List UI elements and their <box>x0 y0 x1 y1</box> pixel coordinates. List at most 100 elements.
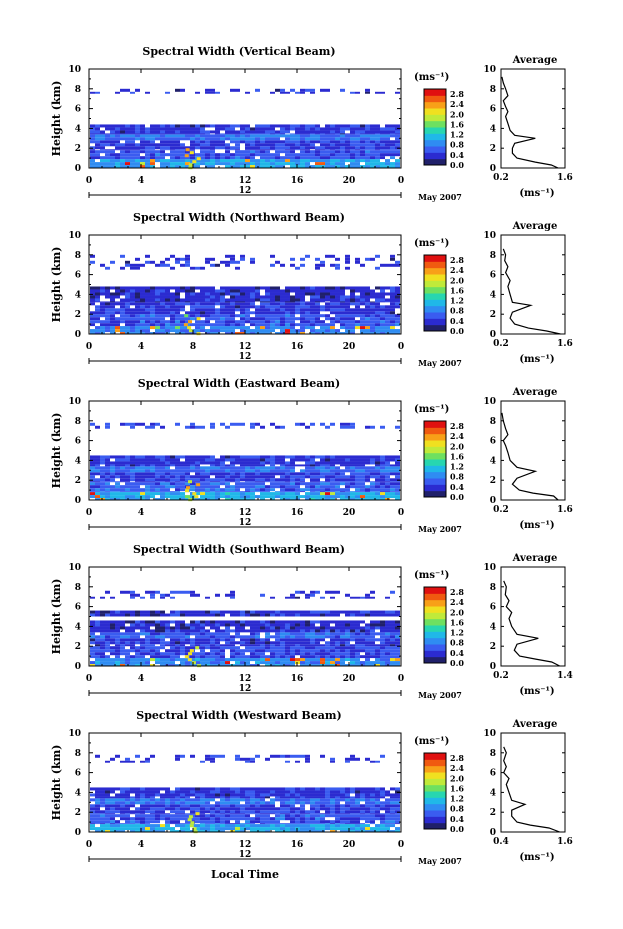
heatmap-cell <box>210 156 215 160</box>
heatmap-cell <box>120 623 125 627</box>
heatmap-cell <box>210 137 215 141</box>
heatmap-cell <box>230 329 235 333</box>
heatmap-cell <box>210 469 215 473</box>
heatmap-cell <box>360 455 365 459</box>
heatmap-cell <box>350 629 355 633</box>
heatmap-cell <box>190 641 195 645</box>
heatmap-cell <box>200 130 205 134</box>
heatmap-cell <box>330 153 335 157</box>
heatmap-cell <box>260 824 265 828</box>
heatmap-cell <box>185 632 190 636</box>
heatmap-cell <box>130 286 135 290</box>
heatmap-cell <box>300 655 305 659</box>
heatmap-cell <box>150 458 155 462</box>
colorbar-swatch <box>424 324 446 332</box>
heatmap-cell <box>365 146 370 150</box>
heatmap-cell <box>360 153 365 157</box>
heatmap-cell <box>345 458 350 462</box>
heatmap-cell <box>360 649 365 653</box>
x-tick-label: 12 <box>239 674 252 684</box>
heatmap-cell <box>250 289 255 293</box>
heatmap-cell <box>90 485 95 489</box>
heatmap-cell <box>145 481 150 483</box>
heatmap-cell <box>235 475 240 479</box>
colorbar-swatch <box>424 274 446 281</box>
heatmap-cell <box>370 610 375 614</box>
heatmap-cell <box>335 641 340 645</box>
heatmap-cell <box>300 165 305 168</box>
heatmap-cell <box>340 623 345 627</box>
heatmap-cell <box>285 469 290 473</box>
heatmap-cell <box>185 425 190 429</box>
heatmap-cell <box>310 488 315 492</box>
heatmap-cell <box>305 641 310 645</box>
heatmap-cell <box>180 298 185 302</box>
profile-x-axis-label: (ms⁻¹) <box>519 686 554 697</box>
heatmap-cell <box>250 260 255 264</box>
heatmap-cell <box>190 455 195 459</box>
colorbar-swatch <box>424 280 446 288</box>
colorbar-tick-label: 2.8 <box>450 255 464 265</box>
heatmap-cell <box>325 88 330 92</box>
heatmap-cell <box>260 830 265 832</box>
heatmap-cell <box>145 814 150 818</box>
heatmap-cell <box>295 149 300 151</box>
heatmap-cell <box>170 478 175 482</box>
heatmap-cell <box>185 320 190 324</box>
heatmap-cell <box>345 326 350 330</box>
heatmap-cell <box>130 830 135 832</box>
heatmap-cell <box>365 289 370 293</box>
heatmap-cell <box>305 638 310 642</box>
heatmap-cell <box>260 298 265 302</box>
heatmap-cell <box>275 305 280 309</box>
y-tick-label: 6 <box>75 105 81 115</box>
heatmap-cell <box>205 658 210 662</box>
heatmap-cell <box>155 317 160 321</box>
heatmap-cell <box>320 596 325 599</box>
heatmap-cell <box>190 658 195 662</box>
heatmap-cell <box>315 127 320 131</box>
heatmap-cell <box>155 130 160 134</box>
heatmap-cell <box>350 455 355 459</box>
heatmap-cell <box>210 263 215 267</box>
heatmap-cell <box>370 137 375 141</box>
heatmap-cell <box>175 610 180 614</box>
heatmap-cell <box>330 323 335 327</box>
heatmap-cell <box>390 466 395 470</box>
heatmap-cell <box>275 295 280 299</box>
heatmap-cell <box>180 308 185 312</box>
heatmap-cell <box>190 140 195 144</box>
heatmap-cell <box>135 323 140 327</box>
heatmap-cell <box>175 478 180 482</box>
heatmap-cell <box>340 311 345 315</box>
heatmap-cell <box>285 652 290 656</box>
heatmap-cell <box>365 458 370 462</box>
heatmap-cell <box>325 143 330 147</box>
heatmap-cell <box>370 329 375 333</box>
heatmap-cell <box>110 498 115 500</box>
heatmap-cell <box>125 629 130 633</box>
heatmap-cell <box>350 286 355 290</box>
heatmap-cell <box>355 658 360 662</box>
heatmap-cell <box>270 613 275 617</box>
heatmap-cell <box>130 661 135 665</box>
heatmap-cell <box>355 286 360 290</box>
heatmap-cell <box>260 143 265 147</box>
heatmap-cell <box>160 302 165 306</box>
heatmap-cell <box>130 311 135 315</box>
heatmap-cell <box>355 301 360 303</box>
heatmap-cell <box>125 817 130 821</box>
heatmap-cell <box>290 320 295 324</box>
heatmap-cell <box>240 482 245 486</box>
heatmap-cell <box>215 593 220 597</box>
heatmap-cell <box>225 658 230 662</box>
heatmap-cell <box>385 311 390 315</box>
heatmap-cell <box>265 323 270 327</box>
heatmap-cell <box>300 332 305 334</box>
heatmap-cell <box>180 488 185 492</box>
heatmap-cell <box>235 620 240 624</box>
heatmap-cell <box>325 652 330 656</box>
heatmap-cell <box>375 91 380 94</box>
heatmap-cell <box>260 127 265 131</box>
heatmap-cell <box>140 492 145 496</box>
